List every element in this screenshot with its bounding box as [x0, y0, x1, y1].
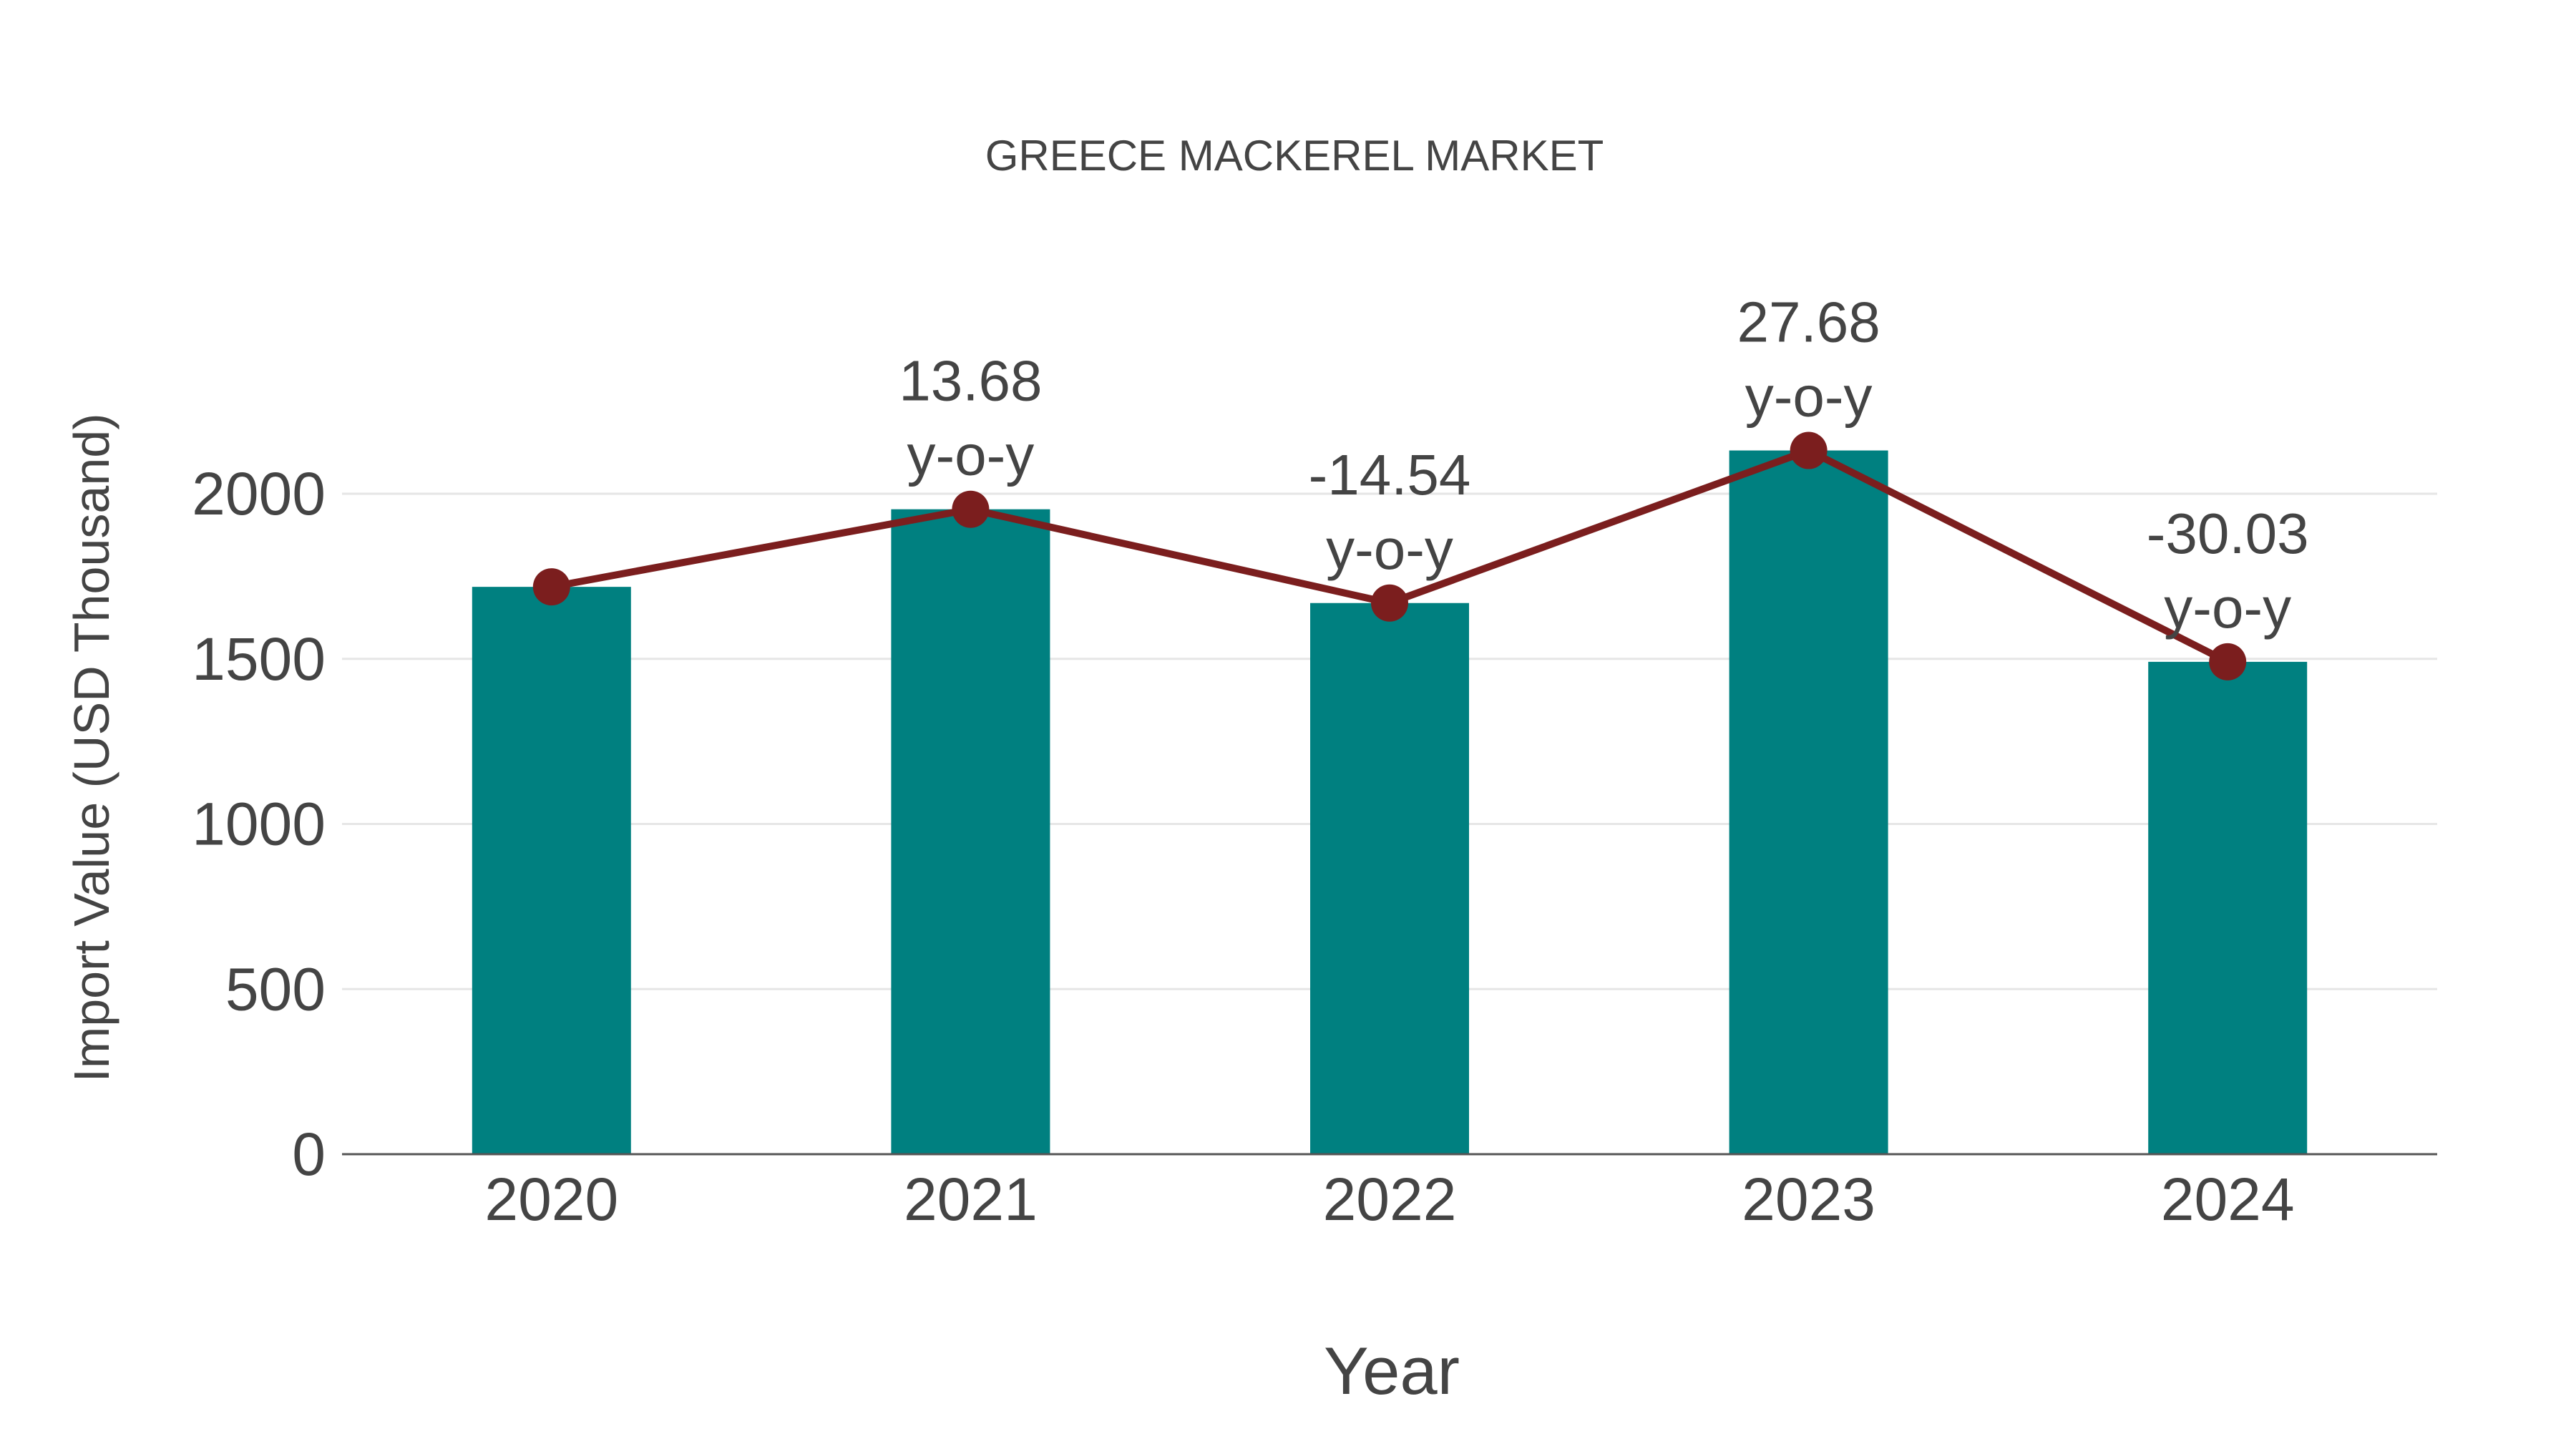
bar-2022 [1310, 602, 1469, 1154]
trend-point-2023 [1790, 431, 1828, 469]
bars [472, 450, 2308, 1154]
y-tick-labels: 0 500 1000 1500 2000 [192, 460, 326, 1188]
y-tick-label: 2000 [192, 460, 326, 527]
y-tick-label: 1500 [192, 625, 326, 693]
yoy-label-2022: y-o-y [1326, 517, 1453, 581]
yoy-value-2022: -14.54 [1309, 443, 1471, 507]
y-tick-label: 500 [225, 955, 326, 1023]
trend-point-2021 [952, 490, 990, 528]
yoy-label-2024: y-o-y [2164, 576, 2291, 640]
y-axis-label: Import Value (USD Thousand) [64, 413, 119, 1082]
trend-point-2024 [2209, 643, 2247, 680]
bar-2023 [1729, 450, 1888, 1154]
y-tick-label: 1000 [192, 791, 326, 858]
x-tick-labels: 2020 2021 2022 2023 2024 [484, 1166, 2294, 1233]
chart-title: GREECE MACKEREL MARKET [985, 132, 1604, 180]
x-tick-label: 2020 [484, 1166, 618, 1233]
trend-line-group [532, 431, 2247, 680]
yoy-annotations: 13.68 y-o-y -14.54 y-o-y 27.68 y-o-y -30.03 y-o… [899, 291, 2308, 640]
yoy-label-2023: y-o-y [1745, 365, 1873, 429]
x-tick-label: 2022 [1323, 1166, 1457, 1233]
yoy-value-2023: 27.68 [1737, 291, 1880, 354]
bar-2024 [2148, 661, 2308, 1154]
x-tick-label: 2023 [1742, 1166, 1875, 1233]
yoy-value-2024: -30.03 [2147, 502, 2309, 565]
x-tick-label: 2021 [904, 1166, 1038, 1233]
bar-2021 [891, 509, 1050, 1154]
trend-point-2022 [1371, 584, 1408, 622]
x-axis-label: Year [1324, 1333, 1460, 1408]
yoy-label-2021: y-o-y [907, 424, 1035, 487]
y-tick-label: 0 [292, 1121, 326, 1188]
trend-point-2020 [532, 568, 570, 606]
x-tick-label: 2024 [2161, 1166, 2295, 1233]
bar-2020 [472, 587, 631, 1154]
yoy-value-2021: 13.68 [899, 349, 1042, 413]
